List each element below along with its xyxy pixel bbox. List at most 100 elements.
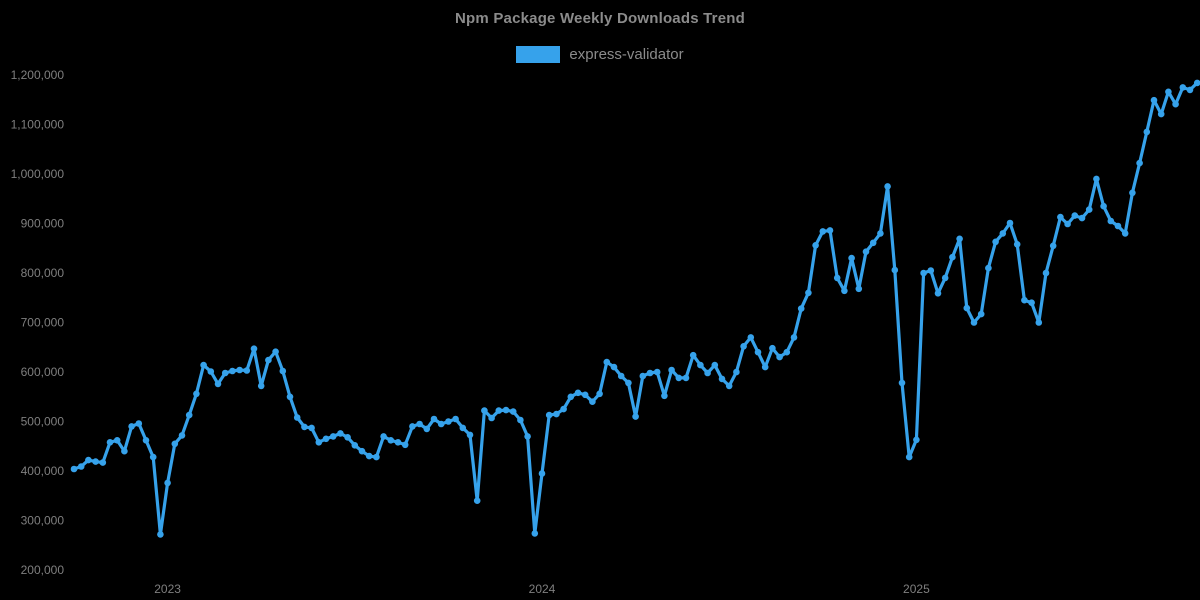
data-point[interactable] [473, 497, 481, 505]
data-point[interactable] [229, 367, 236, 375]
data-point[interactable] [358, 447, 366, 455]
data-point[interactable] [913, 436, 920, 444]
data-point[interactable] [574, 389, 582, 397]
data-point[interactable] [409, 423, 416, 430]
data-point[interactable] [250, 345, 258, 353]
data-point[interactable] [322, 435, 330, 443]
legend-item-express-validator[interactable]: express-validator [516, 46, 684, 63]
data-point[interactable] [877, 230, 884, 237]
data-point[interactable] [70, 465, 78, 473]
data-point[interactable] [560, 405, 567, 413]
data-point[interactable] [985, 264, 992, 272]
data-point[interactable] [761, 363, 769, 371]
data-point[interactable] [185, 411, 193, 419]
data-point[interactable] [999, 230, 1007, 237]
data-point[interactable] [1186, 86, 1194, 94]
data-point[interactable] [1085, 206, 1093, 213]
data-point[interactable] [351, 442, 359, 449]
data-point[interactable] [149, 453, 157, 461]
data-point[interactable] [855, 285, 863, 293]
data-point[interactable] [1129, 189, 1136, 197]
data-point[interactable] [589, 398, 596, 406]
data-point[interactable] [538, 470, 546, 477]
data-point[interactable] [164, 479, 171, 487]
data-point[interactable] [668, 366, 675, 374]
data-point[interactable] [272, 348, 279, 356]
data-point[interactable] [373, 453, 380, 461]
data-point[interactable] [207, 368, 215, 375]
data-point[interactable] [754, 348, 762, 356]
data-point[interactable] [1049, 242, 1057, 250]
data-point[interactable] [1042, 269, 1050, 277]
data-point[interactable] [257, 382, 265, 390]
data-point[interactable] [509, 408, 517, 415]
data-point[interactable] [891, 266, 899, 274]
data-point[interactable] [329, 433, 337, 440]
data-point[interactable] [178, 432, 186, 439]
data-point[interactable] [1179, 84, 1187, 91]
data-point[interactable] [639, 372, 647, 380]
data-point[interactable] [481, 407, 488, 414]
data-point[interactable] [603, 358, 611, 366]
data-point[interactable] [452, 415, 459, 423]
data-point[interactable] [1078, 214, 1086, 222]
data-point[interactable] [85, 456, 92, 464]
data-point[interactable] [308, 424, 315, 432]
data-point[interactable] [977, 310, 985, 318]
data-point[interactable] [142, 437, 150, 444]
data-point[interactable] [214, 380, 222, 388]
data-point[interactable] [970, 319, 978, 326]
data-point[interactable] [387, 437, 395, 444]
data-point[interactable] [704, 369, 711, 377]
data-point[interactable] [1064, 220, 1071, 228]
data-point[interactable] [610, 363, 618, 371]
data-point[interactable] [394, 439, 402, 446]
data-point[interactable] [488, 414, 495, 422]
data-point[interactable] [711, 361, 719, 369]
data-point[interactable] [653, 368, 661, 376]
data-point[interactable] [949, 253, 956, 261]
data-point[interactable] [898, 379, 906, 387]
data-point[interactable] [221, 369, 229, 377]
data-point[interactable] [99, 459, 107, 466]
data-point[interactable] [380, 433, 387, 440]
data-point[interactable] [963, 304, 971, 312]
data-point[interactable] [884, 183, 891, 190]
data-point[interactable] [567, 393, 575, 401]
data-point[interactable] [315, 439, 323, 446]
data-point[interactable] [1165, 88, 1172, 96]
data-point[interactable] [466, 431, 474, 439]
data-point[interactable] [171, 440, 179, 448]
data-point[interactable] [1121, 230, 1129, 237]
data-point[interactable] [661, 392, 668, 400]
data-point[interactable] [401, 441, 409, 449]
data-point[interactable] [1057, 213, 1064, 221]
data-point[interactable] [1136, 159, 1143, 167]
data-point[interactable] [106, 439, 114, 446]
data-point[interactable] [725, 382, 733, 390]
data-point[interactable] [833, 274, 841, 282]
data-point[interactable] [113, 437, 121, 444]
data-point[interactable] [423, 425, 431, 433]
data-point[interactable] [826, 227, 834, 234]
data-point[interactable] [524, 433, 531, 440]
data-point[interactable] [1114, 222, 1122, 230]
data-point[interactable] [740, 343, 747, 350]
data-point[interactable] [1013, 241, 1021, 248]
data-point[interactable] [337, 430, 344, 437]
data-point[interactable] [790, 334, 798, 341]
data-point[interactable] [869, 239, 877, 247]
data-point[interactable] [805, 289, 812, 297]
data-point[interactable] [920, 269, 927, 277]
data-point[interactable] [344, 434, 351, 441]
data-point[interactable] [697, 361, 704, 369]
data-point[interactable] [1193, 79, 1200, 87]
data-point[interactable] [632, 413, 639, 420]
data-point[interactable] [1035, 319, 1043, 326]
data-point[interactable] [293, 414, 301, 421]
data-point[interactable] [776, 353, 783, 361]
data-point[interactable] [531, 530, 539, 537]
data-point[interactable] [121, 447, 128, 455]
data-point[interactable] [1028, 299, 1035, 307]
data-point[interactable] [1143, 128, 1151, 136]
